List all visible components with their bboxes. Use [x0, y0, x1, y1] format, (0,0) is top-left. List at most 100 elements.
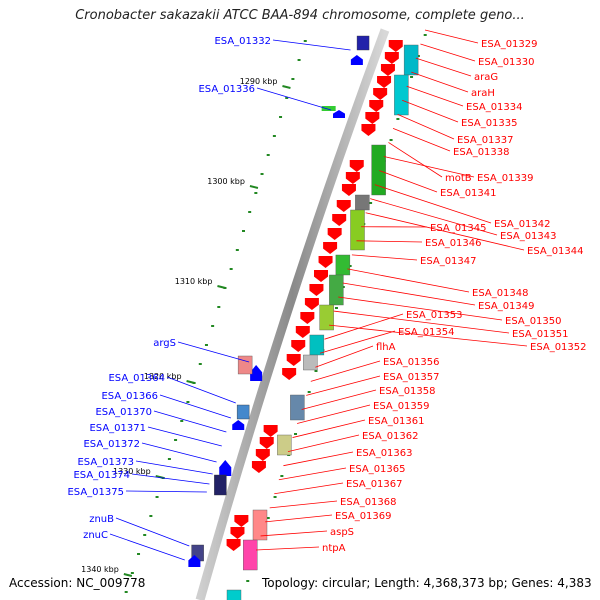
label-leader: [159, 394, 232, 419]
gene-label: ESA_01330: [478, 57, 535, 68]
label-leader: [392, 128, 451, 152]
gene-block: [237, 355, 253, 375]
gene-label: araG: [474, 72, 498, 83]
minor-tick: [285, 97, 289, 99]
gene-label: ESA_01357: [383, 372, 440, 383]
minor-tick: [155, 496, 159, 498]
label-leader: [283, 451, 354, 467]
label-leader: [351, 254, 418, 261]
gene-label: znuB: [89, 514, 114, 525]
gene-block: [252, 509, 268, 541]
red-gene-arrow: [300, 312, 315, 324]
minor-tick: [266, 517, 270, 519]
blue-gene-arrow: [333, 110, 345, 118]
gene-label: ESA_01374: [73, 470, 130, 481]
minor-tick: [254, 192, 258, 194]
gene-label: ESA_01367: [346, 479, 403, 490]
tick-mark: [249, 185, 259, 189]
gene-block: [350, 209, 365, 251]
tick-mark: [282, 85, 291, 89]
blue-gene-arrow: [232, 420, 245, 430]
minor-tick: [246, 580, 250, 582]
tick-mark: [123, 573, 133, 577]
label-leader: [131, 473, 210, 485]
red-gene-arrow: [259, 437, 274, 449]
gene-label: ESA_01358: [379, 386, 436, 397]
red-gene-arrow: [230, 527, 245, 539]
gene-label: ESA_01344: [527, 246, 584, 257]
minor-tick: [143, 534, 147, 536]
minor-tick: [186, 401, 190, 403]
label-leader: [402, 99, 459, 123]
genome-summary-text: Topology: circular; Length: 4,368,373 bp…: [262, 576, 592, 590]
label-leader: [301, 389, 377, 410]
blue-gene-arrow: [188, 555, 201, 567]
minor-tick: [217, 306, 221, 308]
label-leader: [338, 296, 503, 321]
minor-tick: [266, 154, 270, 156]
label-leader: [370, 198, 498, 236]
red-gene-arrow: [369, 100, 384, 112]
gene-label: ESA_01354: [398, 327, 455, 338]
gene-block: [355, 194, 370, 211]
label-leader: [388, 142, 443, 178]
label-leader: [260, 530, 328, 537]
red-gene-arrow: [327, 228, 342, 240]
label-leader: [347, 268, 470, 293]
gene-label: ESA_01359: [373, 401, 430, 412]
minor-tick: [167, 458, 171, 460]
gene-label: ESA_01368: [340, 497, 397, 508]
gene-label: ESA_01335: [461, 118, 518, 129]
minor-tick: [423, 34, 427, 36]
right-gene-labels: ESA_01329 ESA_01330 araG araH ESA_01334 ESA_0…: [255, 29, 587, 554]
minor-tick: [198, 363, 202, 365]
minor-tick: [279, 116, 283, 118]
gene-block: [226, 589, 242, 600]
label-leader: [424, 29, 479, 44]
minor-tick: [410, 76, 414, 78]
label-leader: [287, 434, 360, 453]
red-gene-arrow: [332, 214, 347, 226]
gene-label: araH: [471, 88, 495, 99]
gene-label: argS: [153, 338, 176, 349]
label-leader: [415, 57, 472, 77]
tick-label: 1310 kbp: [175, 277, 213, 286]
label-leader: [420, 43, 476, 62]
gene-block: [214, 474, 227, 496]
label-leader: [406, 85, 464, 107]
label-leader: [135, 460, 213, 475]
red-gene-arrow: [251, 461, 266, 473]
gene-block: [321, 106, 336, 111]
label-leader: [379, 170, 438, 193]
minor-tick: [180, 420, 184, 422]
minor-tick: [124, 591, 128, 593]
gene-block: [335, 254, 351, 276]
red-gene-arrow: [234, 515, 249, 527]
gene-label: ESA_01334: [466, 102, 523, 113]
blue-gene-arrow: [250, 365, 263, 381]
label-leader: [147, 426, 222, 447]
gene-label: ESA_01349: [478, 301, 535, 312]
label-leader: [255, 546, 320, 551]
minor-tick: [130, 572, 134, 574]
gene-block: [394, 74, 409, 116]
minor-tick: [294, 433, 298, 435]
gene-block: [290, 394, 305, 421]
minor-tick: [307, 391, 311, 393]
tick-label: 1340 kbp: [81, 565, 119, 574]
label-leader: [278, 467, 347, 481]
minor-tick: [149, 515, 153, 517]
gene-label: ESA_01343: [500, 231, 557, 242]
minor-tick: [291, 78, 295, 80]
red-gene-arrow: [388, 40, 403, 52]
gene-label: ESA_01362: [362, 431, 419, 442]
tick-label: 1330 kbp: [113, 467, 151, 476]
label-leader: [324, 313, 404, 340]
gene-block: [243, 539, 258, 571]
minor-tick: [348, 265, 352, 267]
red-gene-arrow: [323, 242, 338, 254]
red-gene-arrow: [345, 172, 360, 184]
gene-label: ESA_01350: [505, 316, 562, 327]
label-leader: [177, 341, 250, 363]
